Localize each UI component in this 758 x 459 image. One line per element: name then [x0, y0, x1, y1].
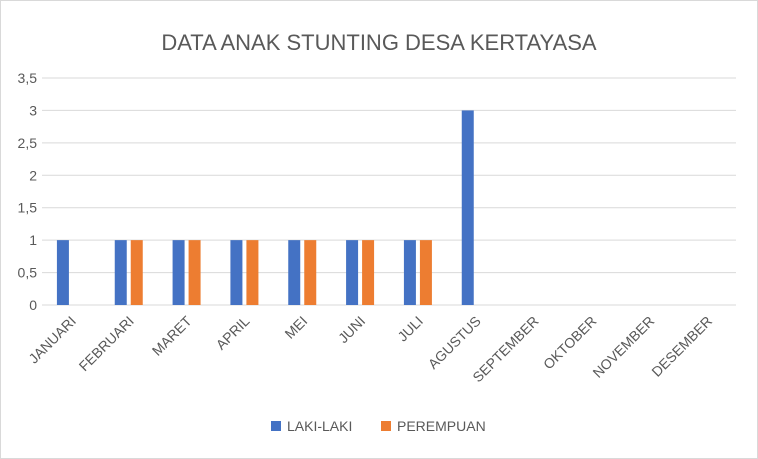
- x-tick-label: MARET: [149, 312, 195, 358]
- legend-swatch: [271, 421, 281, 431]
- x-tick-label: DESEMBER: [648, 313, 715, 380]
- bar-perempuan: [130, 240, 143, 305]
- y-tick-label: 2,5: [18, 135, 38, 151]
- bar-perempuan: [188, 240, 201, 305]
- gridlines: [42, 77, 736, 306]
- y-tick-label: 3,5: [18, 70, 38, 86]
- bar-laki-laki: [288, 240, 301, 305]
- bar-perempuan: [304, 240, 317, 305]
- y-tick-label: 2: [29, 167, 37, 183]
- bars: [56, 110, 474, 305]
- legend-swatch: [381, 421, 391, 431]
- bar-perempuan: [362, 240, 375, 305]
- bar-laki-laki: [403, 240, 416, 305]
- bar-perempuan: [419, 240, 432, 305]
- bar-laki-laki: [56, 240, 69, 305]
- x-tick-label: NOVEMBER: [589, 313, 657, 381]
- bar-laki-laki: [172, 240, 185, 305]
- legend-label: LAKI-LAKI: [287, 418, 352, 434]
- x-tick-label: MEI: [281, 313, 310, 342]
- chart-title: DATA ANAK STUNTING DESA KERTAYASA: [161, 30, 597, 55]
- x-tick-label: OKTOBER: [540, 313, 600, 373]
- bar-laki-laki: [114, 240, 127, 305]
- bar-laki-laki: [230, 240, 243, 305]
- x-tick-label: JULI: [394, 313, 426, 345]
- bar-laki-laki: [461, 110, 474, 305]
- y-tick-label: 1,5: [18, 200, 38, 216]
- x-tick-label: AGUSTUS: [425, 313, 484, 372]
- y-tick-label: 0: [29, 297, 37, 313]
- x-tick-label: APRIL: [213, 313, 253, 353]
- y-tick-label: 3: [29, 102, 37, 118]
- y-axis: 0 0,5 1 1,5 2 2,5 3 3,5: [18, 70, 38, 313]
- legend: LAKI-LAKI PEREMPUAN: [271, 418, 486, 434]
- y-tick-label: 1: [29, 232, 37, 248]
- x-tick-label: JUNI: [335, 313, 368, 346]
- x-tick-label: FEBRUARI: [75, 313, 136, 374]
- bar-perempuan: [246, 240, 259, 305]
- bar-laki-laki: [346, 240, 359, 305]
- legend-label: PEREMPUAN: [397, 418, 486, 434]
- y-tick-label: 0,5: [18, 265, 38, 281]
- x-tick-label: JANUARI: [25, 313, 79, 367]
